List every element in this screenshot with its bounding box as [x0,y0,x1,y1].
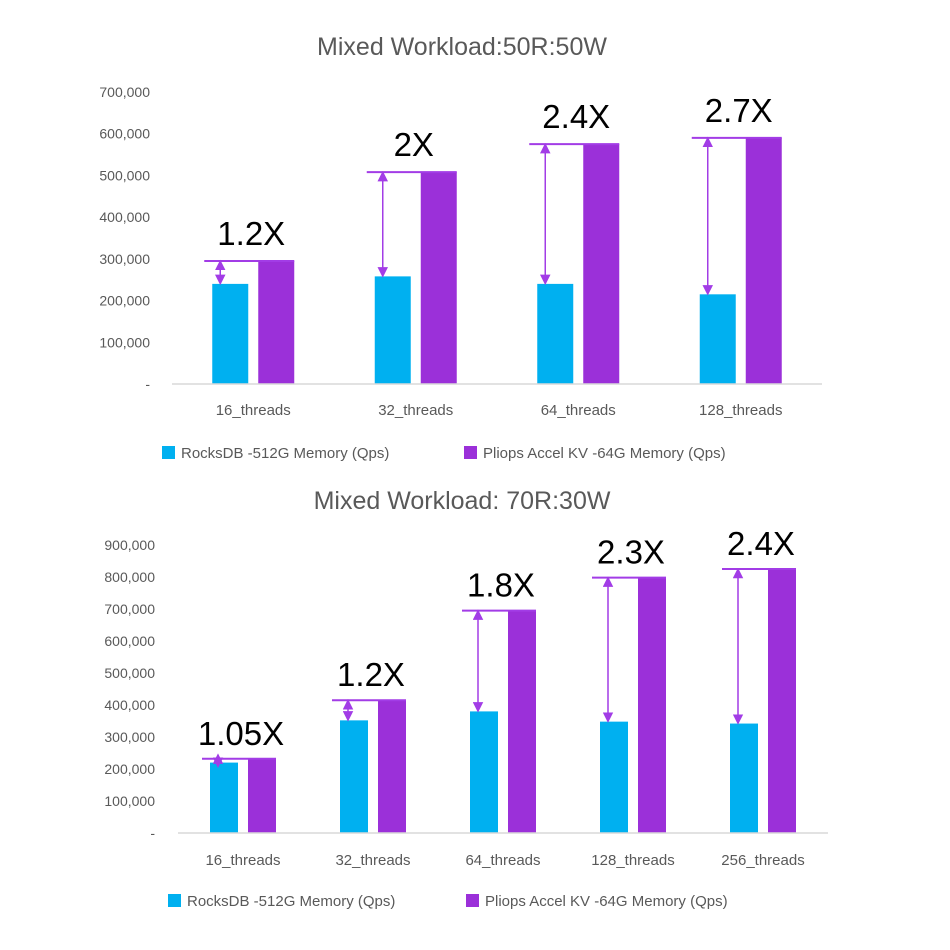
bar-rocksdb-64-threads [470,711,498,833]
bar-pliops-256-threads [768,569,796,833]
bar-rocksdb-16-threads [212,283,249,384]
chart-1-legend: RocksDB -512G Memory (Qps) Pliops Accel … [162,445,726,462]
category-label: 16_threads [216,402,291,419]
bar-pliops-128-threads [745,137,782,384]
chart-2-bars [210,569,796,833]
category-label: 32_threads [335,852,410,869]
multiplier-label: 1.05X [198,715,284,752]
category-label: 32_threads [378,402,453,419]
chart-1-multiplier-labels: 1.2X 2X 2.4X 2.7X [217,92,772,252]
chart-2-y-tick: - [150,825,155,841]
chart-2-y-tick: 900,000 [104,537,155,553]
chart-1-y-tick: 700,000 [99,84,150,100]
category-label: 128_threads [591,852,674,869]
chart-1-legend-swatch-rocksdb [162,446,175,459]
category-label: 128_threads [699,402,782,419]
bar-rocksdb-128-threads [600,721,628,833]
chart-1-y-tick: 200,000 [99,293,150,309]
chart-2-y-tick: 500,000 [104,665,155,681]
chart-1-y-tick: - [145,376,150,392]
chart-2-y-tick: 200,000 [104,761,155,777]
chart-2-multiplier-labels: 1.05X 1.2X 1.8X 2.3X 2.4X [198,525,795,752]
chart-1-y-tick: 500,000 [99,167,150,183]
bar-pliops-16-threads [248,758,276,833]
chart-2-legend-label-pliops: Pliops Accel KV -64G Memory (Qps) [485,893,728,910]
chart-2-x-axis: 16_threads 32_threads 64_threads 128_thread… [205,852,804,869]
chart-2-y-tick: 800,000 [104,569,155,585]
multiplier-label: 2X [394,126,434,163]
chart-2: Mixed Workload: 70R:30W - 100,000 200,000 3… [104,487,828,910]
bar-pliops-128-threads [638,577,666,833]
bar-pliops-32-threads [420,172,457,384]
chart-2-y-tick: 600,000 [104,633,155,649]
category-label: 256_threads [721,852,804,869]
multiplier-label: 1.8X [467,567,535,604]
chart-1-y-tick: 400,000 [99,209,150,225]
chart-1-legend-swatch-pliops [464,446,477,459]
chart-1-multiplier-arrows [204,136,782,296]
bar-pliops-32-threads [378,700,406,833]
bar-rocksdb-32-threads [374,276,411,384]
multiplier-label: 1.2X [217,215,285,252]
chart-1: Mixed Workload:50R:50W - 100,000 200,000 30… [99,33,822,462]
bar-rocksdb-16-threads [210,762,238,833]
chart-2-multiplier-arrows [202,567,796,769]
multiplier-label: 1.2X [337,656,405,693]
multiplier-label: 2.4X [727,525,795,562]
chart-1-x-axis: 16_threads 32_threads 64_threads 128_thread… [216,402,783,419]
chart-2-y-tick: 300,000 [104,729,155,745]
chart-2-legend-swatch-rocksdb [168,894,181,907]
chart-1-y-tick: 600,000 [99,126,150,142]
multiplier-label: 2.7X [705,92,773,129]
bar-pliops-64-threads [508,610,536,833]
chart-1-legend-label-pliops: Pliops Accel KV -64G Memory (Qps) [483,445,726,462]
bar-pliops-16-threads [258,260,295,384]
chart-2-legend: RocksDB -512G Memory (Qps) Pliops Accel … [168,893,728,910]
category-label: 64_threads [465,852,540,869]
multiplier-label: 2.3X [597,534,665,571]
chart-1-bars [212,137,782,384]
bar-rocksdb-64-threads [537,283,574,384]
chart-1-legend-label-rocksdb: RocksDB -512G Memory (Qps) [181,445,389,462]
chart-2-y-axis: - 100,000 200,000 300,000 400,000 500,000 600,… [104,537,155,841]
chart-1-y-axis: - 100,000 200,000 300,000 400,000 500,000 600,… [99,84,150,392]
chart-2-y-tick: 700,000 [104,601,155,617]
multiplier-label: 2.4X [542,98,610,135]
bar-pliops-64-threads [583,144,620,384]
bar-rocksdb-256-threads [730,723,758,833]
category-label: 64_threads [541,402,616,419]
chart-1-y-tick: 300,000 [99,251,150,267]
bar-rocksdb-32-threads [340,720,368,833]
chart-2-y-tick: 400,000 [104,697,155,713]
chart-1-title: Mixed Workload:50R:50W [317,33,607,61]
bar-rocksdb-128-threads [699,294,736,384]
chart-2-legend-swatch-pliops [466,894,479,907]
chart-2-title: Mixed Workload: 70R:30W [314,487,611,515]
chart-1-y-tick: 100,000 [99,334,150,350]
chart-2-legend-label-rocksdb: RocksDB -512G Memory (Qps) [187,893,395,910]
category-label: 16_threads [205,852,280,869]
chart-2-y-tick: 100,000 [104,793,155,809]
